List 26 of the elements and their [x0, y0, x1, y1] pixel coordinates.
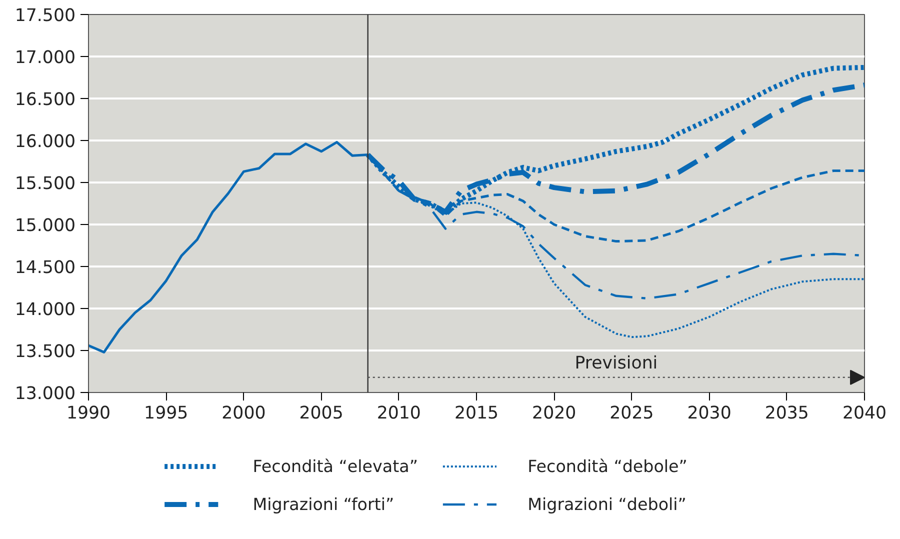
- x-tick-label: 2005: [299, 404, 344, 424]
- y-tick-label: 13.000: [14, 384, 76, 404]
- y-tick-label: 16.000: [14, 132, 76, 152]
- y-tick-label: 17.000: [14, 48, 76, 68]
- y-tick-label: 17.500: [14, 6, 76, 26]
- x-tick-label: 2040: [842, 404, 887, 424]
- annotation: Previsioni: [574, 354, 658, 374]
- legend-label: Migrazioni “deboli”: [528, 495, 686, 514]
- y-tick-label: 13.500: [14, 342, 76, 362]
- x-tick-label: 1995: [144, 404, 188, 424]
- x-tick-label: 2025: [610, 404, 654, 424]
- x-tick-label: 2030: [687, 404, 732, 424]
- y-tick-label: 15.500: [14, 174, 76, 194]
- x-tick-label: 2000: [222, 404, 266, 424]
- x-tick-label: 2015: [454, 404, 499, 424]
- x-tick-label: 2035: [764, 404, 809, 424]
- legend-label: Fecondità “elevata”: [252, 457, 418, 476]
- y-tick-label: 14.000: [14, 300, 76, 320]
- x-tick-label: 1990: [66, 404, 111, 424]
- legend-label: Migrazioni “forti”: [252, 495, 394, 514]
- legend-label: Fecondità “debole”: [528, 457, 688, 476]
- x-tick-label: 2010: [376, 404, 421, 424]
- y-tick-label: 15.000: [14, 216, 76, 236]
- x-tick-label: 2020: [532, 404, 576, 424]
- y-tick-label: 16.500: [14, 90, 76, 110]
- y-tick-label: 14.500: [14, 258, 76, 278]
